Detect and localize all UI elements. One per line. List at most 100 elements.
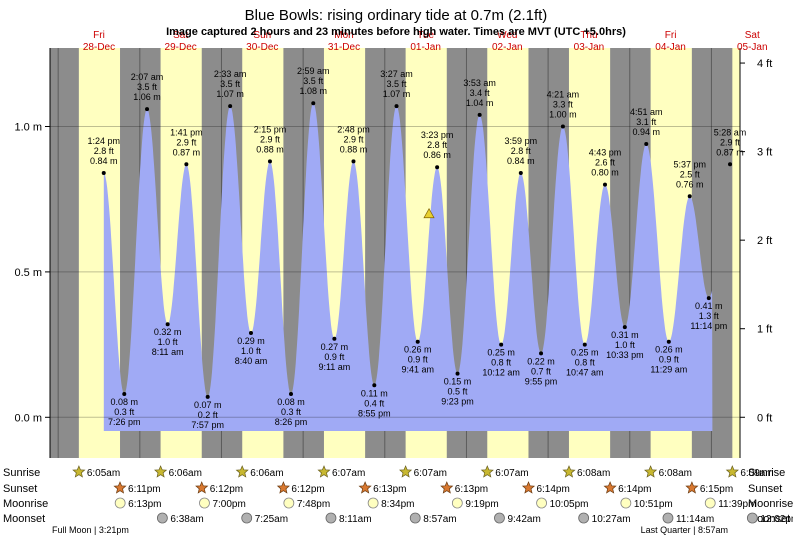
moonset-icon xyxy=(746,512,758,524)
extreme-label: 8:55 pm xyxy=(358,408,391,418)
sunset-time: 6:11pm xyxy=(128,484,161,495)
right-tick-label: 2 ft xyxy=(757,235,772,247)
day-name-label: Thu xyxy=(580,30,597,41)
moonrise-time: 9:19pm xyxy=(465,499,498,510)
extreme-label: 11:14 pm xyxy=(690,321,727,331)
low-tide-dot xyxy=(666,339,671,344)
sunset-icon xyxy=(195,481,209,494)
extreme-label: 0.88 m xyxy=(256,144,284,154)
moon-phase-label: Full Moon | 3:21pm xyxy=(52,525,129,535)
left-tick-label: 1.0 m xyxy=(14,122,42,134)
extreme-label: 3:59 pm xyxy=(505,136,538,146)
day-name-label: Mon xyxy=(334,30,353,41)
extreme-label: 0.3 ft xyxy=(114,407,135,417)
right-tick-label: 1 ft xyxy=(757,324,772,336)
row-label-left: Moonset xyxy=(3,513,45,525)
low-tide-dot xyxy=(248,330,253,335)
extreme-label: 8:11 am xyxy=(152,347,184,357)
moonset-time: 11:14am xyxy=(676,514,714,525)
extreme-label: 9:41 am xyxy=(401,365,434,375)
extreme-label: 0.87 m xyxy=(716,147,744,157)
extreme-label: 3.5 ft xyxy=(137,82,158,92)
day-name-label: Wed xyxy=(497,30,517,41)
sunrise-icon xyxy=(317,465,331,478)
moonset-icon xyxy=(241,512,253,524)
moonset-icon xyxy=(409,512,421,524)
day-date-label: 28-Dec xyxy=(83,42,115,53)
high-tide-dot xyxy=(644,141,649,146)
row-label-right: Sunset xyxy=(748,483,782,495)
moonset-icon xyxy=(494,512,505,524)
extreme-label: 3.1 ft xyxy=(636,117,657,127)
low-tide-dot xyxy=(288,392,293,397)
left-tick-label: 0.0 m xyxy=(14,412,42,424)
high-tide-dot xyxy=(518,171,523,176)
extreme-label: 1.04 m xyxy=(466,98,494,108)
extreme-label: 7:26 pm xyxy=(108,417,141,427)
low-tide-dot xyxy=(582,342,587,347)
extreme-label: 0.94 m xyxy=(633,127,661,137)
extreme-label: 0.7 ft xyxy=(531,366,552,376)
extreme-label: 2:07 am xyxy=(131,72,164,82)
low-tide-dot xyxy=(372,383,377,388)
sunset-icon xyxy=(603,481,617,494)
extreme-label: 0.80 m xyxy=(591,168,619,178)
extreme-label: 2:33 am xyxy=(214,69,247,79)
extreme-label: 0.26 m xyxy=(404,345,432,355)
extreme-label: 0.31 m xyxy=(611,330,639,340)
sunrise-icon xyxy=(562,465,576,478)
sunrise-time: 6:06am xyxy=(250,468,283,479)
sunset-icon xyxy=(358,481,372,494)
extreme-label: 10:47 am xyxy=(566,368,604,378)
sunset-time: 6:12pm xyxy=(210,484,243,495)
row-label-left: Sunset xyxy=(3,483,37,495)
high-tide-dot xyxy=(687,194,692,199)
low-tide-dot xyxy=(415,339,420,344)
low-tide-dot xyxy=(122,392,127,397)
extreme-label: 1.07 m xyxy=(383,89,411,99)
extreme-label: 1.0 ft xyxy=(241,346,262,356)
extreme-label: 4:43 pm xyxy=(589,148,622,158)
moonrise-icon xyxy=(704,497,716,509)
moonset-icon xyxy=(156,512,168,524)
grid-lines xyxy=(50,126,740,418)
sunset-time: 6:13pm xyxy=(455,484,488,495)
moonset-time: 8:11am xyxy=(339,514,372,525)
right-tick-label: 0 ft xyxy=(757,412,772,424)
sunset-time: 6:14pm xyxy=(536,484,569,495)
sunrise-time: 6:06am xyxy=(169,468,202,479)
sunrise-time: 6:08am xyxy=(659,468,692,479)
high-tide-dot xyxy=(145,107,150,112)
extreme-label: 2.9 ft xyxy=(260,134,281,144)
low-tide-dot xyxy=(499,342,504,347)
tide-area xyxy=(103,103,713,432)
low-tide-dot xyxy=(332,336,337,341)
extreme-label: 0.3 ft xyxy=(281,407,302,417)
row-label-right: Sunrise xyxy=(748,467,785,479)
extreme-label: 0.11 m xyxy=(361,388,388,398)
high-tide-dot xyxy=(101,171,106,176)
sunrise-icon xyxy=(725,465,739,478)
extreme-label: 0.4 ft xyxy=(364,398,385,408)
moonrise-icon xyxy=(620,497,632,509)
extreme-label: 1:41 pm xyxy=(170,127,203,137)
extreme-label: 0.2 ft xyxy=(198,410,219,420)
extreme-label: 2:48 pm xyxy=(337,124,370,134)
extreme-label: 0.8 ft xyxy=(491,358,512,368)
moonrise-time: 7:00pm xyxy=(212,499,245,510)
extreme-label: 9:23 pm xyxy=(441,397,474,407)
moonset-time: 10:27am xyxy=(592,514,631,525)
day-labels: Fri28-DecSat29-DecSun30-DecMon31-DecTue0… xyxy=(83,30,768,53)
sunset-time: 6:15pm xyxy=(700,484,733,495)
moonset-icon xyxy=(662,512,674,524)
sunrise-icon xyxy=(399,465,413,478)
right-tick-label: 4 ft xyxy=(757,58,772,70)
day-date-label: 04-Jan xyxy=(655,42,686,53)
extreme-label: 1.0 ft xyxy=(615,340,636,350)
extreme-label: 4:21 am xyxy=(547,90,580,100)
day-name-label: Tue xyxy=(417,30,434,41)
extreme-label: 2:59 am xyxy=(297,66,330,76)
day-name-label: Fri xyxy=(93,30,105,41)
low-tide-dot xyxy=(706,296,711,301)
moonset-time: 8:57am xyxy=(423,514,456,525)
